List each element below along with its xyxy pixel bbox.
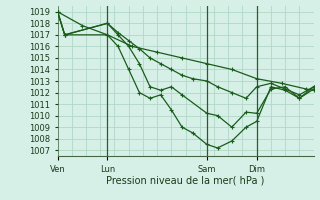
X-axis label: Pression niveau de la mer( hPa ): Pression niveau de la mer( hPa )	[107, 175, 265, 185]
